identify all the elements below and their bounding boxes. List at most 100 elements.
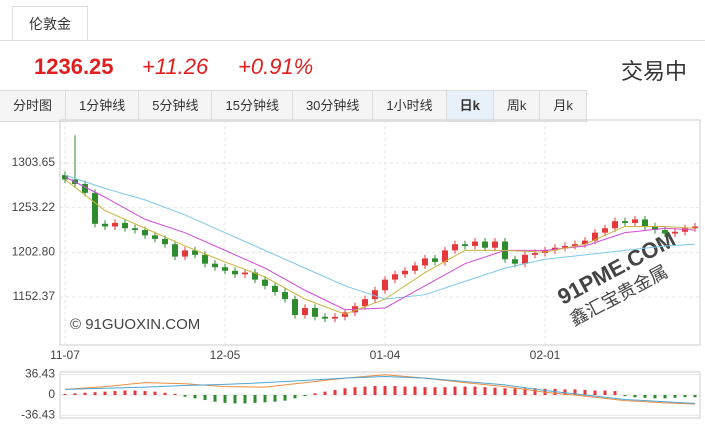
macd-bar bbox=[73, 393, 77, 395]
candle-body bbox=[132, 228, 138, 231]
macd-bar bbox=[383, 386, 387, 395]
macd-bar bbox=[193, 395, 197, 399]
period-tab[interactable]: 日k bbox=[446, 91, 494, 121]
macd-bar bbox=[593, 390, 597, 395]
macd-bar bbox=[63, 393, 67, 395]
macd-bar bbox=[633, 395, 637, 398]
y-tick-label: 1253.22 bbox=[12, 200, 56, 214]
candle-body bbox=[232, 270, 238, 275]
candle-body bbox=[112, 222, 118, 227]
candle-body bbox=[622, 221, 628, 223]
macd-bar bbox=[413, 386, 417, 395]
macd-bar bbox=[323, 391, 327, 395]
macd-bar bbox=[153, 391, 157, 395]
candle-body bbox=[192, 250, 198, 255]
macd-bar bbox=[293, 395, 297, 399]
macd-bar bbox=[353, 387, 357, 395]
macd-bar bbox=[93, 392, 97, 395]
period-tab[interactable]: 1分钟线 bbox=[66, 91, 140, 121]
candle-body bbox=[632, 219, 638, 223]
candle-body bbox=[82, 183, 88, 193]
candle-body bbox=[142, 230, 148, 236]
macd-bar bbox=[203, 395, 207, 401]
macd-bar bbox=[303, 395, 307, 397]
macd-bar bbox=[363, 386, 367, 395]
candle-body bbox=[272, 285, 278, 293]
macd-bar bbox=[243, 395, 247, 404]
y-tick-label: 1152.37 bbox=[13, 289, 56, 303]
ma-line bbox=[64, 179, 696, 315]
candle-body bbox=[262, 279, 268, 286]
macd-bar bbox=[403, 386, 407, 395]
candle-body bbox=[652, 226, 658, 231]
candle-body bbox=[222, 267, 228, 271]
candle-body bbox=[672, 231, 678, 234]
macd-bar bbox=[623, 395, 627, 397]
y-tick-label: 1202.80 bbox=[12, 245, 56, 259]
candle-body bbox=[602, 228, 608, 233]
period-tab[interactable]: 30分钟线 bbox=[292, 91, 374, 121]
y-tick-label: 36.43 bbox=[25, 367, 55, 381]
candle-body bbox=[332, 316, 338, 319]
change: +11.26 bbox=[142, 54, 209, 79]
macd-bar bbox=[103, 391, 107, 395]
candle-body bbox=[582, 240, 588, 245]
watermark: © 91GUOXIN.COM bbox=[70, 316, 200, 333]
plot-frame bbox=[59, 119, 701, 346]
macd-bar bbox=[473, 386, 477, 395]
symbol-tab[interactable]: 伦敦金 bbox=[12, 6, 88, 41]
candle-body bbox=[162, 238, 168, 245]
y-tick-label: 0 bbox=[48, 387, 55, 401]
macd-bar bbox=[373, 386, 377, 395]
macd-bar bbox=[233, 395, 237, 404]
candle-body bbox=[212, 263, 218, 268]
candle-body bbox=[512, 259, 518, 264]
macd-bar bbox=[433, 387, 437, 395]
period-tab[interactable]: 1小时线 bbox=[373, 91, 447, 121]
candle-body bbox=[462, 244, 468, 246]
period-tab[interactable]: 分时图 bbox=[0, 91, 67, 121]
ma-line bbox=[64, 375, 696, 404]
period-tab[interactable]: 周k bbox=[493, 91, 541, 121]
candle-body bbox=[102, 223, 108, 227]
candle-body bbox=[282, 292, 288, 300]
candle-body bbox=[302, 307, 308, 316]
macd-bar bbox=[283, 395, 287, 401]
macd-bar bbox=[693, 395, 697, 398]
period-tab[interactable]: 月k bbox=[540, 91, 587, 121]
candle-body bbox=[312, 307, 318, 317]
y-tick-label: 1303.65 bbox=[12, 155, 56, 169]
x-tick-label: 01-04 bbox=[370, 348, 401, 362]
price: 1236.25 bbox=[34, 54, 114, 79]
period-tab[interactable]: 15分钟线 bbox=[212, 91, 293, 121]
candle-body bbox=[182, 250, 188, 257]
macd-bar bbox=[443, 387, 447, 395]
macd-bar bbox=[163, 392, 167, 395]
macd-bar bbox=[503, 388, 507, 395]
macd-bar bbox=[263, 395, 267, 403]
candle-body bbox=[252, 272, 258, 280]
divider bbox=[0, 40, 705, 41]
macd-bar bbox=[183, 395, 187, 397]
macd-bar bbox=[603, 390, 607, 395]
x-tick-label: 11-07 bbox=[50, 348, 80, 362]
candle-body bbox=[562, 245, 568, 248]
macd-bar bbox=[573, 389, 577, 395]
macd-bar bbox=[673, 395, 677, 398]
period-tab[interactable]: 5分钟线 bbox=[139, 91, 213, 121]
macd-bar bbox=[333, 389, 337, 395]
macd-bar bbox=[113, 391, 117, 395]
macd-bar bbox=[223, 395, 227, 403]
candle-body bbox=[642, 219, 648, 227]
candle-body bbox=[592, 232, 598, 241]
macd-bar bbox=[343, 388, 347, 395]
x-tick-label: 02-01 bbox=[530, 348, 561, 362]
candle-body bbox=[322, 316, 328, 319]
candle-body bbox=[402, 270, 408, 275]
candle-body bbox=[612, 221, 618, 229]
candle-body bbox=[292, 299, 298, 316]
macd-bar bbox=[393, 386, 397, 395]
macd-bar bbox=[563, 389, 567, 395]
